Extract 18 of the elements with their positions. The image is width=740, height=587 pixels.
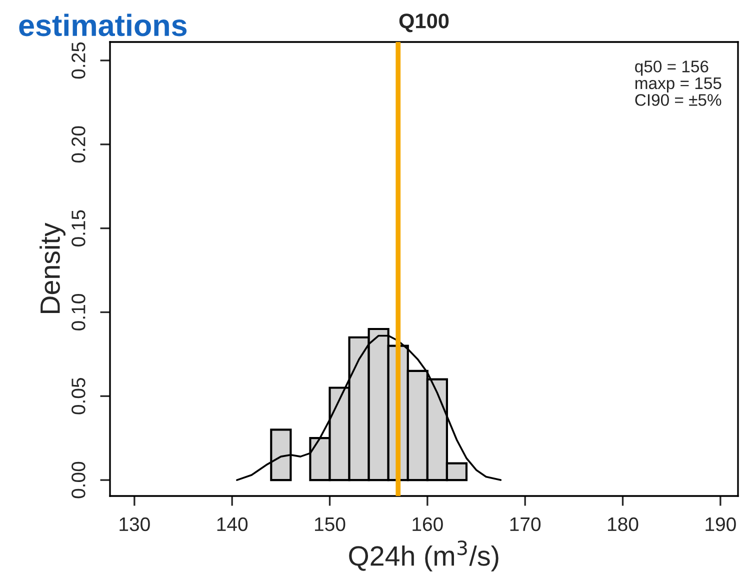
chart-title: Q100 <box>399 14 449 32</box>
y-tick-label: 0.00 <box>72 462 86 498</box>
annotation: q50 = 156 maxp = 155 CI90 = ±5% <box>635 60 722 106</box>
x-tick-label: 180 <box>608 517 638 532</box>
y-tick-label: 0.25 <box>72 42 86 79</box>
x-tick-label: 150 <box>315 517 346 532</box>
y-tick-label: 0.20 <box>72 126 86 163</box>
x-tick-label: 130 <box>120 517 150 532</box>
x-tick-label: 170 <box>510 517 541 532</box>
y-tick-label: 0.05 <box>72 378 86 414</box>
x-axis-title: Q24h (m$^{3}$/s) <box>349 540 498 572</box>
x-tick-label: 160 <box>412 517 443 532</box>
y-tick-label: 0.15 <box>72 210 86 246</box>
text: estimations <box>19 14 187 36</box>
y-axis-title: Density <box>40 222 66 314</box>
x-tick-label: 190 <box>706 517 736 532</box>
y-tick-label: 0.10 <box>72 294 86 330</box>
x-tick-label: 140 <box>217 517 248 532</box>
